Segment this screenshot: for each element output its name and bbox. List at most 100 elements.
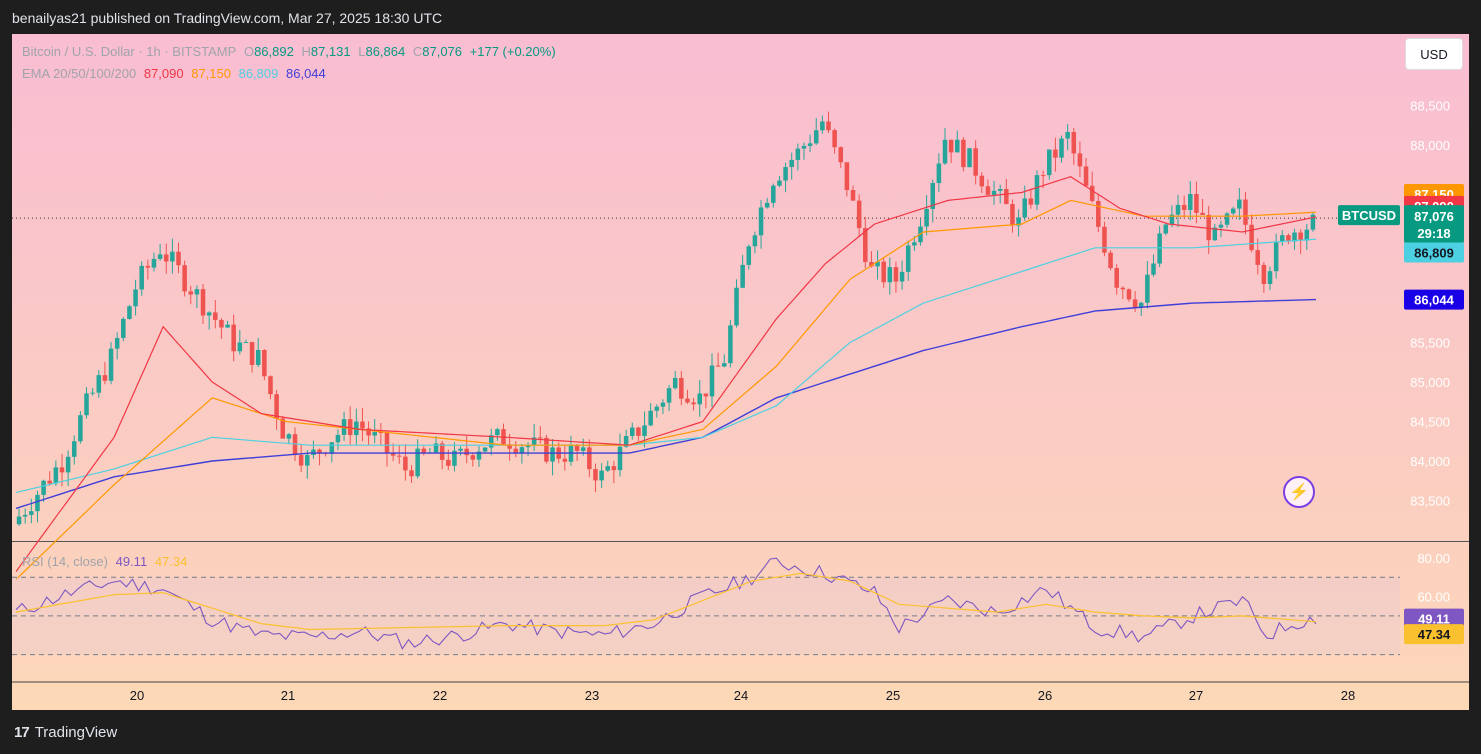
candle-body xyxy=(495,429,500,436)
candle-body xyxy=(1108,252,1113,269)
candle-body xyxy=(78,415,83,442)
candle-body xyxy=(384,432,390,453)
candle-body xyxy=(29,511,34,515)
price-tick-label: 88,000 xyxy=(1410,138,1450,153)
candle-body xyxy=(446,459,451,466)
candle-body xyxy=(96,375,102,393)
candle-body xyxy=(415,448,420,477)
candle-body xyxy=(1175,204,1181,215)
candle-body xyxy=(973,148,978,176)
candle-body xyxy=(22,514,28,517)
currency-button[interactable]: USD xyxy=(1405,38,1463,70)
candle-body xyxy=(114,337,120,349)
candle-body xyxy=(35,494,40,512)
candle-body xyxy=(979,175,985,187)
ema200-price-badge-bg xyxy=(1404,289,1464,310)
candle-body xyxy=(538,437,543,439)
candle-body xyxy=(605,466,611,471)
price-chart[interactable]: 83,500 84,000 84,500 85,000 85,500 88,000 88,5… xyxy=(12,34,1469,710)
ema-legend: EMA 20/50/100/200 87,090 87,150 86,809 8… xyxy=(22,66,330,81)
candle-body xyxy=(1022,198,1027,218)
candle-body xyxy=(924,208,929,227)
candle-body xyxy=(654,406,660,411)
candle-body xyxy=(685,398,690,403)
candle-body xyxy=(1120,287,1126,290)
candle-body xyxy=(1243,199,1248,225)
candle-body xyxy=(1151,263,1156,275)
candle-body xyxy=(630,427,635,437)
time-tick-label: 27 xyxy=(1189,688,1203,703)
candle-body xyxy=(863,228,868,262)
time-tick-label: 23 xyxy=(585,688,599,703)
candle-body xyxy=(844,162,850,191)
last-price-badge: 87,076 xyxy=(1414,209,1454,224)
candle-body xyxy=(1071,132,1077,154)
candle-body xyxy=(90,392,95,394)
ema200-price-badge: 86,044 xyxy=(1414,293,1455,308)
time-axis-bg xyxy=(12,682,1469,710)
candle-body xyxy=(881,261,886,283)
candle-body xyxy=(807,143,813,146)
candle-body xyxy=(893,267,899,282)
candle-body xyxy=(170,251,175,262)
price-tick-label: 84,500 xyxy=(1410,415,1450,430)
candle-body xyxy=(378,432,384,434)
candle-body xyxy=(838,147,844,163)
ema100-value: 86,809 xyxy=(238,66,279,81)
chart-panel[interactable]: 83,500 84,000 84,500 85,000 85,500 88,000 88,5… xyxy=(12,34,1469,710)
candle-body xyxy=(482,447,488,452)
candle-body xyxy=(1194,194,1199,213)
candle-body xyxy=(188,291,194,295)
candle-body xyxy=(157,254,163,259)
price-tick-label: 83,500 xyxy=(1410,494,1450,509)
candle-body xyxy=(206,312,212,316)
candle-body xyxy=(795,148,801,160)
l-label: L xyxy=(358,44,366,59)
candle-body xyxy=(1206,214,1211,241)
candle-body xyxy=(1218,224,1224,228)
candle-body xyxy=(525,445,531,448)
ema200-line xyxy=(15,298,1317,510)
ema50-line xyxy=(15,199,1317,580)
price-tick-label: 85,000 xyxy=(1410,375,1450,390)
candle-body xyxy=(121,318,126,338)
candle-body xyxy=(1145,274,1150,303)
candle-body xyxy=(801,145,807,149)
candle-body xyxy=(182,265,187,292)
candle-body xyxy=(1034,175,1040,205)
candle-body xyxy=(942,139,948,164)
lightning-icon[interactable]: ⚡ xyxy=(1283,476,1315,508)
change-value: +177 (+0.20%) xyxy=(469,44,556,59)
candle-body xyxy=(225,324,230,328)
open-value: 86,892 xyxy=(254,44,294,59)
candle-body xyxy=(513,448,519,454)
ema100-price-badge-bg xyxy=(1404,242,1464,263)
candle-body xyxy=(1200,212,1205,215)
candle-body xyxy=(292,434,298,456)
candle-body xyxy=(347,419,353,436)
rsi-tick-label: 80.00 xyxy=(1417,551,1450,566)
candle-body xyxy=(1267,271,1273,285)
candle-body xyxy=(875,261,880,267)
footer-brand: 17 TradingView xyxy=(14,724,117,741)
candle-body xyxy=(1286,235,1291,242)
rsi-tick-label: 60.00 xyxy=(1417,590,1450,605)
candle-body xyxy=(813,130,819,144)
h-label: H xyxy=(301,44,311,59)
rsi-label: RSI (14, close) xyxy=(22,554,108,569)
candle-body xyxy=(231,324,236,352)
candle-body xyxy=(936,163,942,184)
rsi-value-badge-bg xyxy=(1404,608,1464,629)
candle-body xyxy=(396,455,402,457)
candle-body xyxy=(660,402,666,407)
candle-body xyxy=(488,435,494,448)
candle-body xyxy=(1304,229,1310,241)
candle-body xyxy=(1273,241,1279,272)
candle-body xyxy=(764,202,770,208)
candle-body xyxy=(1096,201,1101,227)
candle-body xyxy=(108,348,114,381)
candle-body xyxy=(550,447,555,462)
candle-body xyxy=(672,377,678,389)
candle-body xyxy=(850,190,856,201)
candle-body xyxy=(1230,208,1236,214)
